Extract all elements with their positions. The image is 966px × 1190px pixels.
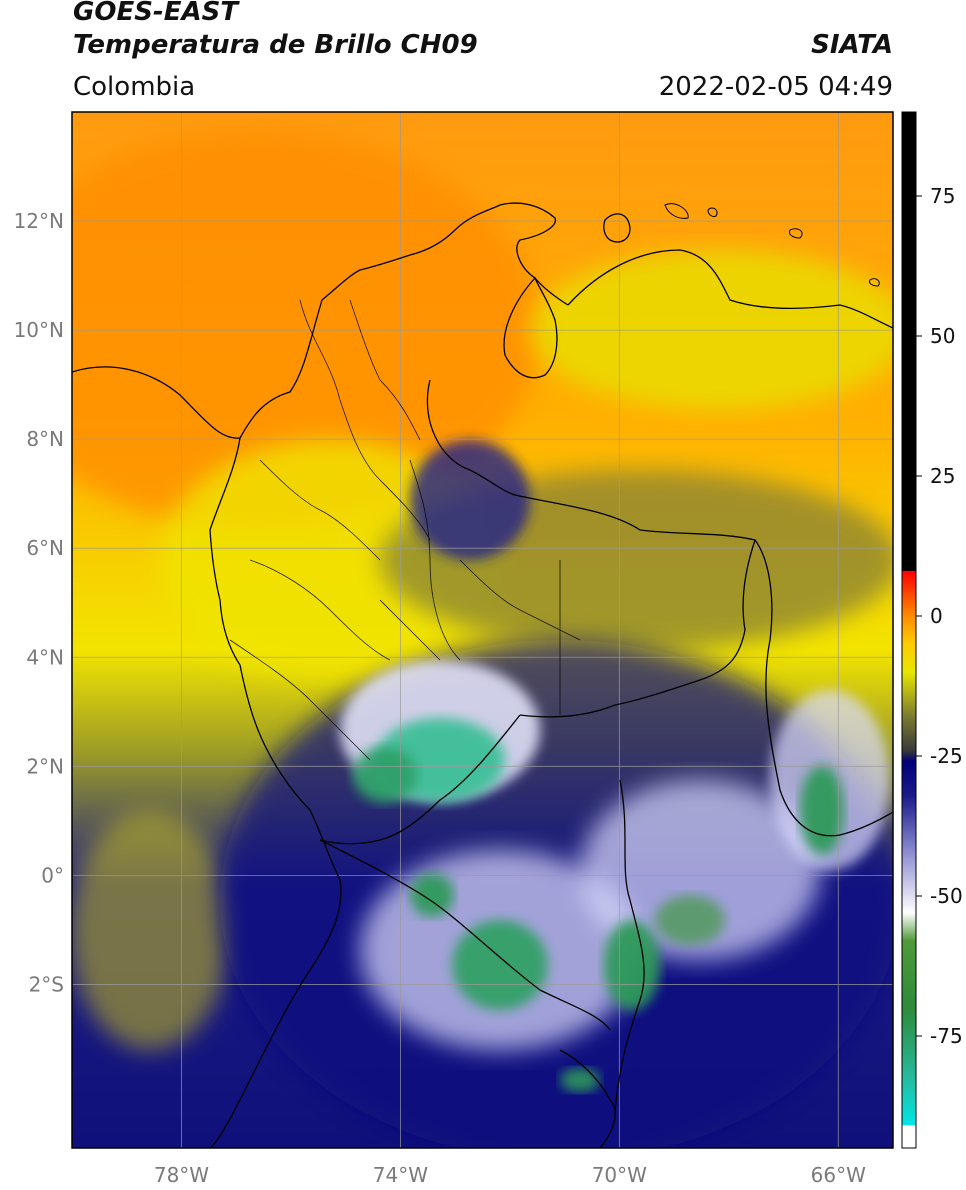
latitude-tick-label: 2°S <box>29 972 64 996</box>
cloud-top <box>580 780 820 960</box>
colorbar-tick-label: 0 <box>930 604 943 628</box>
brand-label: SIATA <box>811 30 893 60</box>
islands <box>664 203 880 287</box>
olive-patch <box>72 810 230 1050</box>
venezuela-brazil-border <box>754 539 893 837</box>
colorbar-gradient <box>902 112 916 1148</box>
latitude-tick-label: 12°N <box>14 209 64 233</box>
cold-core <box>353 747 417 803</box>
colorbar-tick-label: -75 <box>930 1024 963 1048</box>
colombia-inner-border <box>319 714 521 845</box>
colombia-peru-border <box>319 839 611 1031</box>
timestamp: 2022-02-05 04:49 <box>658 72 893 102</box>
longitude-tick-label: 74°W <box>373 1163 428 1187</box>
colorbar: 75 50 25 0 -25 -50 -75 <box>901 111 963 1149</box>
colombia-brazil-border <box>614 779 645 1111</box>
latitude-axis: 12°N 10°N 8°N 6°N 4°N 2°N 0° 2°S <box>14 209 64 996</box>
cold-core <box>560 1068 600 1092</box>
cold-core <box>604 920 660 1010</box>
convective-cell <box>410 440 530 560</box>
longitude-axis: 78°W 74°W 70°W 66°W <box>154 1163 866 1187</box>
graticule <box>72 112 893 1148</box>
latitude-tick-label: 0° <box>41 863 64 887</box>
department-borders <box>229 299 581 761</box>
region-label: Colombia <box>73 72 196 102</box>
venezuela-coast <box>567 249 893 329</box>
longitude-tick-label: 70°W <box>592 1163 647 1187</box>
colombia-venezuela-border <box>426 379 756 718</box>
colorbar-tick-label: 50 <box>930 324 955 348</box>
paraguana <box>603 213 631 243</box>
caribbean-coast <box>72 202 569 439</box>
colorbar-frame <box>901 111 917 1149</box>
latitude-tick-label: 6°N <box>26 536 64 560</box>
latitude-tick-label: 4°N <box>26 645 64 669</box>
latitude-tick-label: 2°N <box>26 754 64 778</box>
latitude-tick-label: 10°N <box>14 318 64 342</box>
lake-maracaibo <box>503 276 558 379</box>
colorbar-tick-label: -25 <box>930 744 963 768</box>
cold-core <box>410 873 454 917</box>
satellite-title: GOES-EAST <box>73 0 239 27</box>
longitude-tick-label: 78°W <box>154 1163 209 1187</box>
map-imagery <box>72 112 893 1148</box>
cold-core <box>800 765 844 855</box>
colorbar-ticks: 75 50 25 0 -25 -50 -75 <box>916 184 963 1048</box>
colorbar-tick-label: -50 <box>930 884 963 908</box>
longitude-tick-label: 66°W <box>811 1163 866 1187</box>
coastlines-and-borders <box>72 202 893 1148</box>
pacific-coast <box>209 437 342 1148</box>
latitude-tick-label: 8°N <box>26 427 64 451</box>
colorbar-tick-label: 75 <box>930 184 955 208</box>
map-frame <box>71 111 894 1149</box>
cold-core <box>452 920 548 1010</box>
brazil-peru-border <box>559 1049 616 1148</box>
product-title: Temperatura de Brillo CH09 <box>73 30 478 60</box>
cold-core <box>655 895 725 945</box>
colorbar-tick-label: 25 <box>930 464 955 488</box>
